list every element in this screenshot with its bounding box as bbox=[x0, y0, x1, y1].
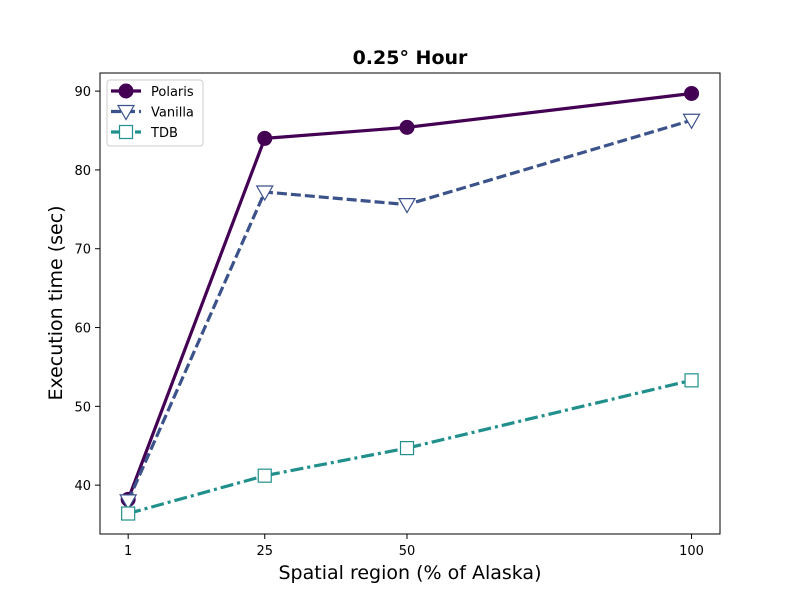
data-point-tdb bbox=[684, 373, 699, 388]
y-tick-label: 60 bbox=[74, 322, 91, 337]
plot-area-frame bbox=[99, 72, 721, 535]
data-point-vanilla bbox=[119, 494, 138, 511]
legend-label-vanilla: Vanilla bbox=[151, 106, 194, 121]
data-point-vanilla bbox=[397, 198, 417, 214]
chart-title: 0.25° Hour bbox=[353, 47, 468, 69]
legend-marker-tdb bbox=[118, 124, 134, 140]
data-point-polaris bbox=[684, 85, 700, 101]
series-line-tdb bbox=[127, 378, 692, 516]
x-tick-label: 25 bbox=[256, 544, 273, 559]
data-point-tdb bbox=[257, 468, 272, 483]
x-tick-label: 1 bbox=[124, 544, 132, 559]
y-tick-label: 70 bbox=[74, 243, 91, 258]
y-tick-label: 50 bbox=[74, 400, 91, 415]
y-tick-label: 40 bbox=[74, 479, 91, 494]
y-axis: 40 50 60 70 80 90 bbox=[74, 85, 100, 494]
data-point-tdb bbox=[121, 506, 136, 521]
x-axis: 1 25 50 100 bbox=[124, 534, 704, 559]
legend-marker-polaris bbox=[118, 83, 134, 99]
data-point-polaris bbox=[257, 130, 273, 146]
data-point-tdb bbox=[399, 441, 415, 456]
y-tick-label: 90 bbox=[74, 85, 91, 100]
x-tick-label: 50 bbox=[399, 544, 416, 559]
series-line-vanilla bbox=[126, 118, 693, 502]
x-axis-label: Spatial region (% of Alaska) bbox=[279, 562, 542, 584]
series-line-polaris bbox=[126, 91, 692, 500]
data-point-polaris bbox=[399, 119, 415, 135]
legend-label-polaris: Polaris bbox=[151, 85, 194, 100]
legend-marker-vanilla bbox=[116, 104, 136, 121]
data-point-vanilla bbox=[682, 113, 701, 130]
data-point-vanilla bbox=[255, 185, 274, 202]
y-tick-label: 80 bbox=[74, 164, 91, 179]
legend: Polaris Vanilla TDB bbox=[106, 79, 204, 147]
series-layer bbox=[119, 85, 701, 521]
y-axis-label: Execution time (sec) bbox=[45, 205, 67, 400]
x-tick-label: 100 bbox=[679, 544, 704, 559]
legend-label-tdb: TDB bbox=[150, 126, 178, 141]
